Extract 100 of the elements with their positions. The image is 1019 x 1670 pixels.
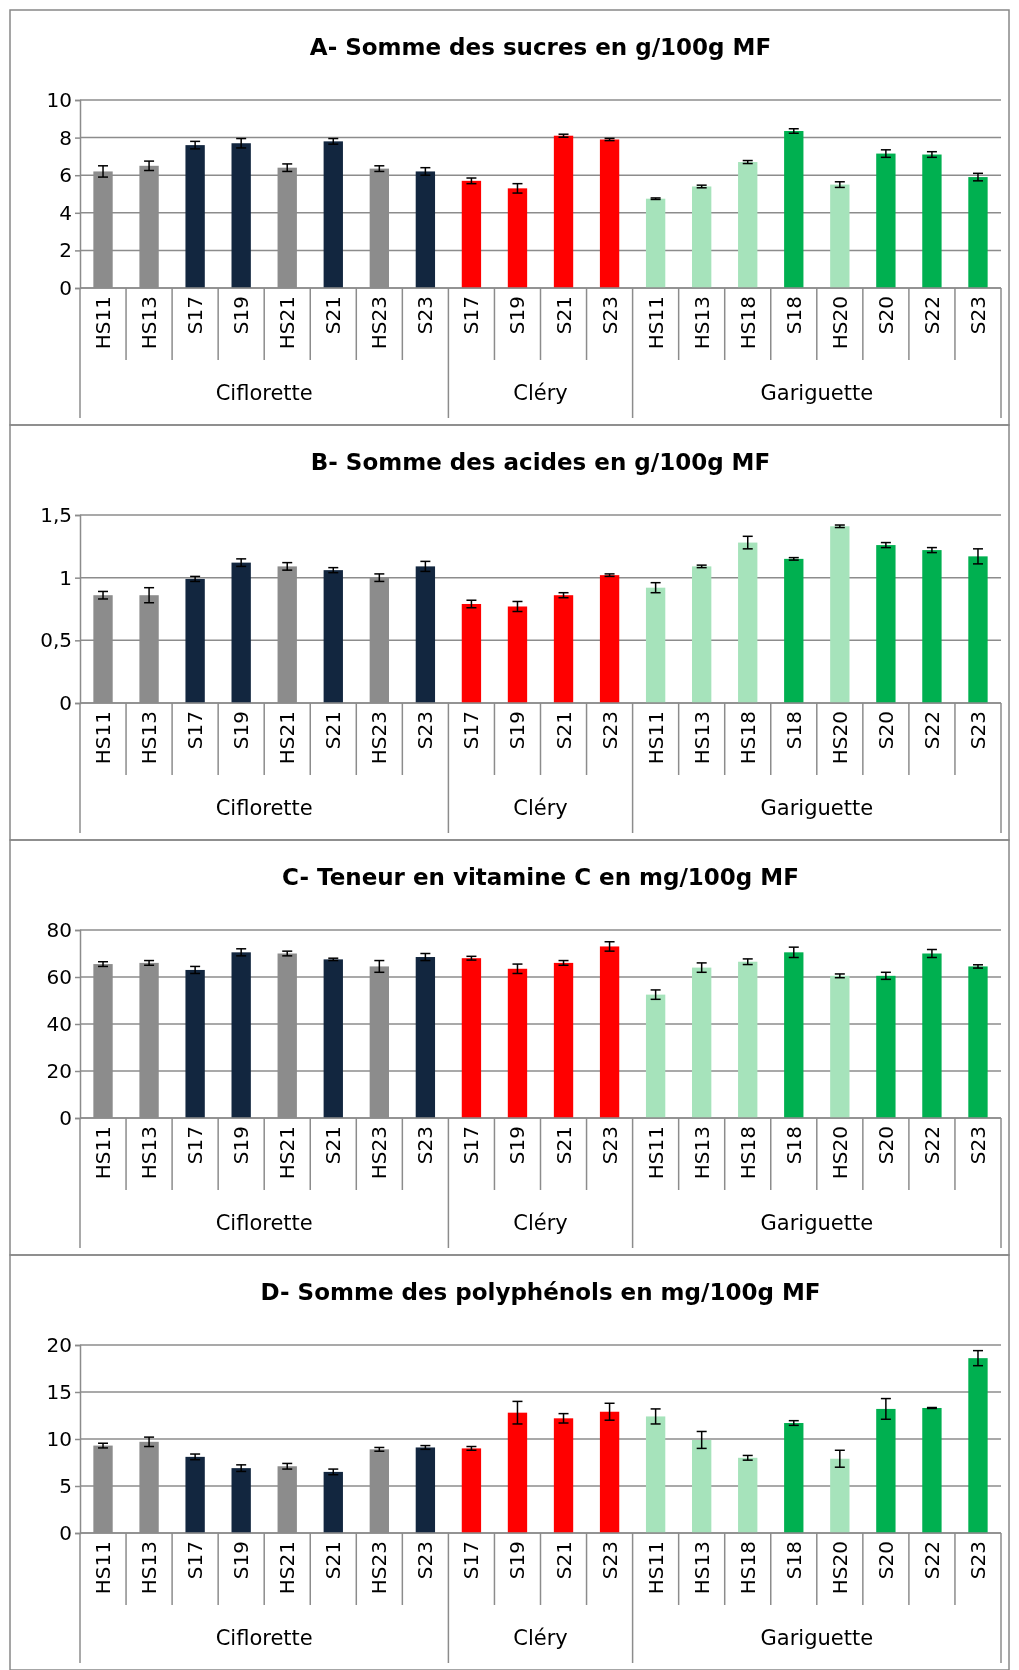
y-tick-label: 0 [59,1520,72,1545]
bar [461,958,482,1118]
x-tick-label: HS13 [137,711,162,765]
x-tick-label: S19 [229,711,254,750]
bar [692,967,712,1118]
x-tick-label: S17 [459,1126,484,1165]
bar [415,171,436,288]
bar [692,1439,712,1533]
x-tick-label: S23 [965,1541,990,1580]
text: Ciflorette [215,796,313,820]
x-tick-label: HS11 [91,296,116,350]
x-tick-label: S20 [873,711,898,750]
x-tick-label: S18 [781,1126,806,1165]
x-tick-label: HS11 [643,1126,668,1180]
x-tick-label: HS20 [827,296,852,350]
x-tick-label: HS18 [735,296,760,350]
x-tick-label: HS11 [643,296,668,350]
bar [415,957,436,1118]
bar [968,1358,988,1533]
y-tick-label: 0 [59,690,72,715]
x-tick-label: HS13 [689,1126,714,1180]
x-tick-label: S23 [965,1126,990,1165]
x-tick-label: S19 [505,296,530,335]
bar [507,1412,528,1533]
x-tick-label: HS18 [735,1126,760,1180]
bar [784,558,804,703]
x-tick-label: HS13 [137,296,162,350]
bar [599,139,620,288]
x-tick-label: S17 [459,296,484,335]
x-tick-label: S21 [551,1541,576,1580]
bar [185,1456,205,1533]
x-tick-label: HS13 [137,1126,162,1180]
x-tick-label: S23 [413,1126,438,1165]
x-tick-label: S23 [597,1126,622,1165]
x-tick-label: S21 [321,711,346,750]
text: Ciflorette [215,1211,313,1235]
bar [323,1471,343,1533]
x-tick-label: S17 [183,296,208,335]
text: Cléry [513,796,568,820]
x-tick-label: HS13 [689,296,714,350]
y-tick-label: 20 [46,1332,72,1357]
bar [922,154,942,288]
text: Gariguette [760,381,874,405]
x-tick-label: S21 [321,296,346,335]
bar [553,962,574,1118]
bar [599,575,620,703]
chart-title: C- Teneur en vitamine C en mg/100g MF [282,864,799,890]
x-tick-label: S23 [413,1541,438,1580]
bar [830,975,850,1118]
bar [553,135,574,288]
chart-title: A- Somme des sucres en g/100g MF [309,34,772,60]
x-tick-label: HS13 [689,1541,714,1595]
x-tick-label: S21 [551,296,576,335]
x-tick-label: S19 [505,711,530,750]
text: Gariguette [760,796,874,820]
y-tick-label: 8 [59,125,72,150]
x-tick-label: HS21 [275,296,300,350]
x-tick-label: HS13 [137,1541,162,1595]
bar [323,570,343,703]
x-tick-label: S20 [873,296,898,335]
bar [231,1468,251,1533]
bar [231,143,251,288]
x-tick-label: HS20 [827,1541,852,1595]
x-tick-label: S23 [597,1541,622,1580]
x-tick-label: S18 [781,1541,806,1580]
text: Ciflorette [215,1626,313,1650]
bar [507,606,528,703]
bar [645,198,666,288]
bar [461,1448,482,1533]
bar [415,566,436,703]
bar [185,578,205,703]
bar [323,959,343,1118]
x-tick-label: HS11 [91,711,116,765]
bar [784,131,804,288]
bar [784,1423,804,1533]
y-tick-label: 10 [46,87,72,112]
bar [784,952,804,1118]
x-tick-label: S18 [781,296,806,335]
bar [830,1458,850,1533]
bar [553,1418,574,1533]
bar [922,1407,942,1533]
x-tick-label: HS18 [735,711,760,765]
x-tick-label: S17 [183,1126,208,1165]
bar [876,975,896,1118]
bar [738,542,758,703]
x-tick-label: S21 [551,711,576,750]
x-tick-label: S17 [183,1541,208,1580]
y-tick-label: 0 [59,1105,72,1130]
text: Cléry [513,381,568,405]
chart-title: B- Somme des acides en g/100g MF [310,449,771,475]
bar [645,1416,666,1533]
x-tick-label: S23 [965,296,990,335]
x-tick-label: HS20 [827,1126,852,1180]
x-tick-label: HS11 [643,711,668,765]
bar [922,953,942,1118]
x-tick-label: HS21 [275,711,300,765]
x-tick-label: HS13 [689,711,714,765]
x-tick-label: S19 [229,1541,254,1580]
x-tick-label: S19 [505,1541,530,1580]
x-tick-label: S19 [229,1126,254,1165]
